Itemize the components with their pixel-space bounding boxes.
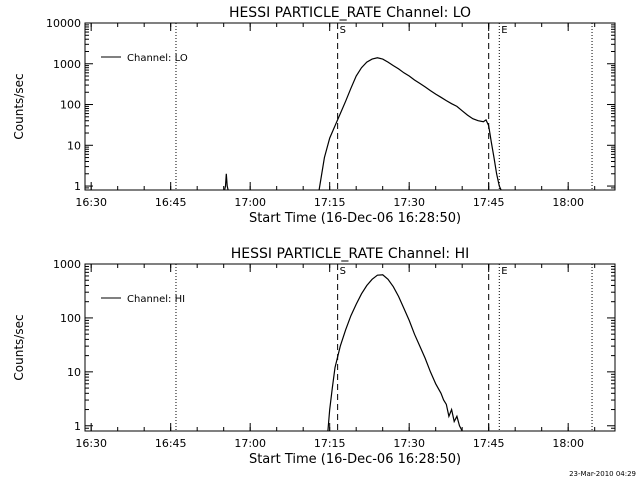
- series-line: [224, 173, 229, 191]
- y-tick-label: 10: [67, 366, 81, 379]
- y-tick-label: 1000: [53, 58, 81, 71]
- x-tick-label: 16:30: [75, 437, 107, 450]
- x-tick-label: 17:45: [473, 437, 505, 450]
- y-axis-label: Counts/sec: [12, 73, 26, 139]
- chart-title: HESSI PARTICLE_RATE Channel: HI: [231, 246, 469, 262]
- x-tick-label: 16:30: [75, 196, 107, 209]
- x-tick-label: 17:00: [234, 196, 266, 209]
- chart-title: HESSI PARTICLE_RATE Channel: LO: [229, 5, 471, 21]
- y-tick-label: 100: [60, 99, 81, 112]
- plot-frame: [84, 263, 616, 432]
- y-tick-label: 10: [67, 139, 81, 152]
- series-line: [318, 57, 502, 191]
- series-line: [327, 274, 463, 432]
- marker-label: E: [501, 25, 507, 36]
- y-tick-label: 1000: [53, 258, 81, 271]
- legend-entry: Channel: HI: [127, 294, 185, 305]
- x-tick-label: 18:00: [552, 437, 584, 450]
- x-tick-label: 17:15: [314, 437, 346, 450]
- y-axis-label: Counts/sec: [12, 314, 26, 380]
- x-tick-label: 16:45: [155, 437, 187, 450]
- x-tick-label: 17:00: [234, 437, 266, 450]
- x-axis-label: Start Time (16-Dec-06 16:28:50): [249, 452, 461, 467]
- x-tick-label: 17:30: [393, 437, 425, 450]
- x-tick-label: 17:45: [473, 196, 505, 209]
- marker-label: E: [501, 266, 507, 277]
- y-tick-label: 100: [60, 312, 81, 325]
- legend-entry: Channel: LO: [127, 53, 188, 64]
- x-axis-label: Start Time (16-Dec-06 16:28:50): [249, 211, 461, 226]
- y-tick-label: 1: [74, 180, 81, 193]
- chart-panel-1: HESSI PARTICLE_RATE Channel: LO S E 16:30 16…: [12, 5, 616, 226]
- x-tick-label: 17:30: [393, 196, 425, 209]
- x-tick-label: 17:15: [314, 196, 346, 209]
- marker-label: S: [340, 25, 346, 36]
- y-tick-label: 1: [74, 420, 81, 433]
- x-tick-label: 18:00: [552, 196, 584, 209]
- x-tick-label: 16:45: [155, 196, 187, 209]
- chart-panel-2: HESSI PARTICLE_RATE Channel: HI S E 16:30 16…: [12, 246, 616, 467]
- marker-label: S: [340, 266, 346, 277]
- y-tick-label: 10000: [46, 17, 81, 30]
